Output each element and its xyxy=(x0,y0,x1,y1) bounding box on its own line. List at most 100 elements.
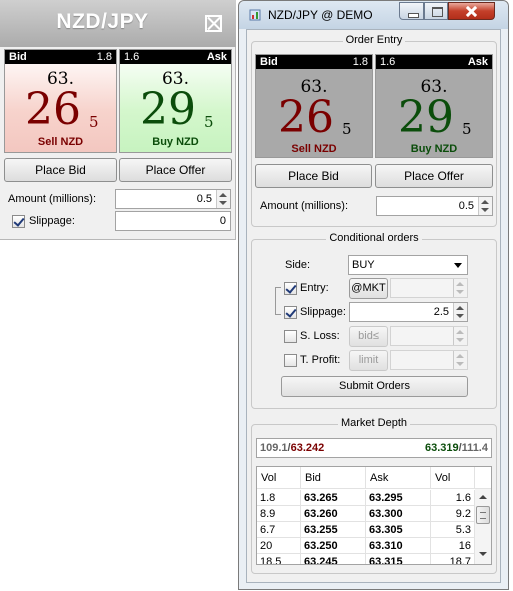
market-depth-group: Market Depth xyxy=(251,417,497,574)
place-bid-button[interactable]: Place Bid xyxy=(4,158,117,182)
mini-quote-panel: NZD/JPY Bid 1.8 63. 26 5 Sell NZD 1.6 As… xyxy=(0,0,236,240)
bid-price-pip: 5 xyxy=(342,120,352,138)
place-offer-button[interactable]: Place Offer xyxy=(375,164,493,188)
amount-input[interactable]: 0.5 xyxy=(376,196,493,216)
ask-cell: 63.295 xyxy=(366,490,431,506)
mini-title: NZD/JPY xyxy=(56,10,149,33)
sell-action-label: Sell NZD xyxy=(291,143,337,155)
ask-vol-cell: 5.3 xyxy=(431,522,475,538)
ask-header-label: Ask xyxy=(467,56,488,68)
bid-spread: 1.8 xyxy=(352,56,368,68)
ask-price-big: 29 xyxy=(398,92,454,143)
entry-checkbox[interactable] xyxy=(284,282,297,295)
bid-vol-cell: 6.7 xyxy=(257,522,301,538)
place-bid-button[interactable]: Place Bid xyxy=(255,164,372,188)
amount-spinner[interactable] xyxy=(478,197,492,215)
window-title: NZD/JPY @ DEMO xyxy=(268,8,373,22)
bid-tile[interactable]: Bid 1.8 63. 26 5 Sell NZD xyxy=(255,54,373,158)
bid-price-prefix: 63. xyxy=(46,69,75,89)
amount-label: Amount (millions): xyxy=(260,200,349,212)
bid-cell: 63.245 xyxy=(301,554,366,564)
window-close-icon[interactable] xyxy=(448,2,495,20)
column-header-bid[interactable]: Bid xyxy=(301,467,366,489)
table-row[interactable]: 20 63.250 63.310 16 xyxy=(257,538,475,554)
bid-price-pip: 5 xyxy=(89,113,99,131)
submit-orders-button[interactable]: Submit Orders xyxy=(281,376,468,397)
stop-loss-checkbox[interactable] xyxy=(284,330,297,343)
scroll-up-icon[interactable] xyxy=(479,495,487,499)
buy-action-label: Buy NZD xyxy=(152,136,199,148)
table-row[interactable]: 8.9 63.260 63.300 9.2 xyxy=(257,506,475,522)
ask-tile[interactable]: 1.6 Ask 63. 29 5 Buy NZD xyxy=(375,54,493,158)
bid-tile-header: Bid 1.8 xyxy=(5,50,116,64)
ask-vol-cell: 16 xyxy=(431,538,475,554)
order-entry-title: Order Entry xyxy=(342,34,406,46)
maximize-icon[interactable] xyxy=(424,2,448,20)
scroll-thumb[interactable] xyxy=(476,506,490,524)
bid-vol-cell: 1.8 xyxy=(257,490,301,506)
bid-price-big: 26 xyxy=(278,92,334,143)
bracket-connector xyxy=(275,287,281,315)
bid-vol-cell: 20 xyxy=(257,538,301,554)
buy-action-label: Buy NZD xyxy=(410,143,458,155)
entry-market-button[interactable]: @MKT xyxy=(349,278,388,299)
bid-cell: 63.250 xyxy=(301,538,366,554)
bid-total-volume: 109.1 xyxy=(260,442,288,454)
amount-label: Amount (millions): xyxy=(8,193,97,205)
market-depth-title: Market Depth xyxy=(337,417,411,429)
entry-label: Entry: xyxy=(300,282,329,294)
stop-loss-spinner[interactable] xyxy=(453,327,467,345)
ask-price-pip: 5 xyxy=(462,120,472,138)
mini-bid-tile[interactable]: Bid 1.8 63. 26 5 Sell NZD xyxy=(4,49,117,153)
bid-cell: 63.260 xyxy=(301,506,366,522)
take-profit-checkbox[interactable] xyxy=(284,354,297,367)
amount-spinner[interactable] xyxy=(216,190,230,208)
take-profit-mode-button[interactable]: limit xyxy=(349,350,388,371)
slippage-checkbox[interactable] xyxy=(12,215,25,228)
slippage-input[interactable]: 0 xyxy=(115,211,231,231)
entry-price-spinner[interactable] xyxy=(453,279,467,297)
stop-loss-mode-button[interactable]: bid≤ xyxy=(349,326,388,347)
stop-loss-label: S. Loss: xyxy=(300,330,340,342)
ask-vol-cell: 9.2 xyxy=(431,506,475,522)
conditional-slippage-input[interactable]: 2.5 xyxy=(349,302,468,322)
conditional-slippage-spinner[interactable] xyxy=(453,303,467,321)
column-header-bid-vol[interactable]: Vol xyxy=(257,467,301,489)
place-offer-button[interactable]: Place Offer xyxy=(119,158,232,182)
ask-cell: 63.315 xyxy=(366,554,431,564)
slippage-label: Slippage: xyxy=(29,215,75,227)
scroll-down-icon[interactable] xyxy=(479,552,487,556)
minimize-icon[interactable] xyxy=(399,2,424,20)
bid-spread: 1.8 xyxy=(96,51,112,63)
chevron-down-icon xyxy=(454,263,462,268)
bid-header-label: Bid xyxy=(9,51,27,63)
depth-table[interactable]: Vol Bid Ask Vol 1.8 63.265 63.295 1.6 8.… xyxy=(256,466,492,565)
mini-ask-tile[interactable]: 1.6 Ask 63. 29 5 Buy NZD xyxy=(119,49,232,153)
bid-cell: 63.255 xyxy=(301,522,366,538)
stop-loss-input[interactable] xyxy=(390,326,468,346)
entry-price-input[interactable] xyxy=(390,278,468,298)
bid-cell: 63.265 xyxy=(301,490,366,506)
ask-total-volume: 111.4 xyxy=(461,442,488,454)
take-profit-spinner[interactable] xyxy=(453,351,467,369)
ask-vol-cell: 18.7 xyxy=(431,554,475,564)
column-header-ask[interactable]: Ask xyxy=(366,467,431,489)
conditional-orders-group: Conditional orders xyxy=(251,232,497,409)
amount-input[interactable]: 0.5 xyxy=(115,189,231,209)
bid-vol-cell: 18.5 xyxy=(257,554,301,564)
side-dropdown[interactable]: BUY xyxy=(348,255,468,275)
mini-title-bar[interactable]: NZD/JPY xyxy=(0,0,236,47)
column-header-ask-vol[interactable]: Vol xyxy=(431,467,475,489)
ask-price-prefix: 63. xyxy=(161,69,190,89)
table-row[interactable]: 6.7 63.255 63.305 5.3 xyxy=(257,522,475,538)
close-icon[interactable] xyxy=(205,15,222,32)
conditional-slippage-checkbox[interactable] xyxy=(284,306,297,319)
take-profit-input[interactable] xyxy=(390,350,468,370)
depth-scrollbar[interactable] xyxy=(475,489,491,564)
window-title-bar[interactable]: NZD/JPY @ DEMO xyxy=(239,1,508,29)
table-row[interactable]: 18.5 63.245 63.315 18.7 xyxy=(257,554,475,564)
ask-cell: 63.310 xyxy=(366,538,431,554)
bid-vol-cell: 8.9 xyxy=(257,506,301,522)
ask-cell: 63.300 xyxy=(366,506,431,522)
table-row[interactable]: 1.8 63.265 63.295 1.6 xyxy=(257,490,475,506)
